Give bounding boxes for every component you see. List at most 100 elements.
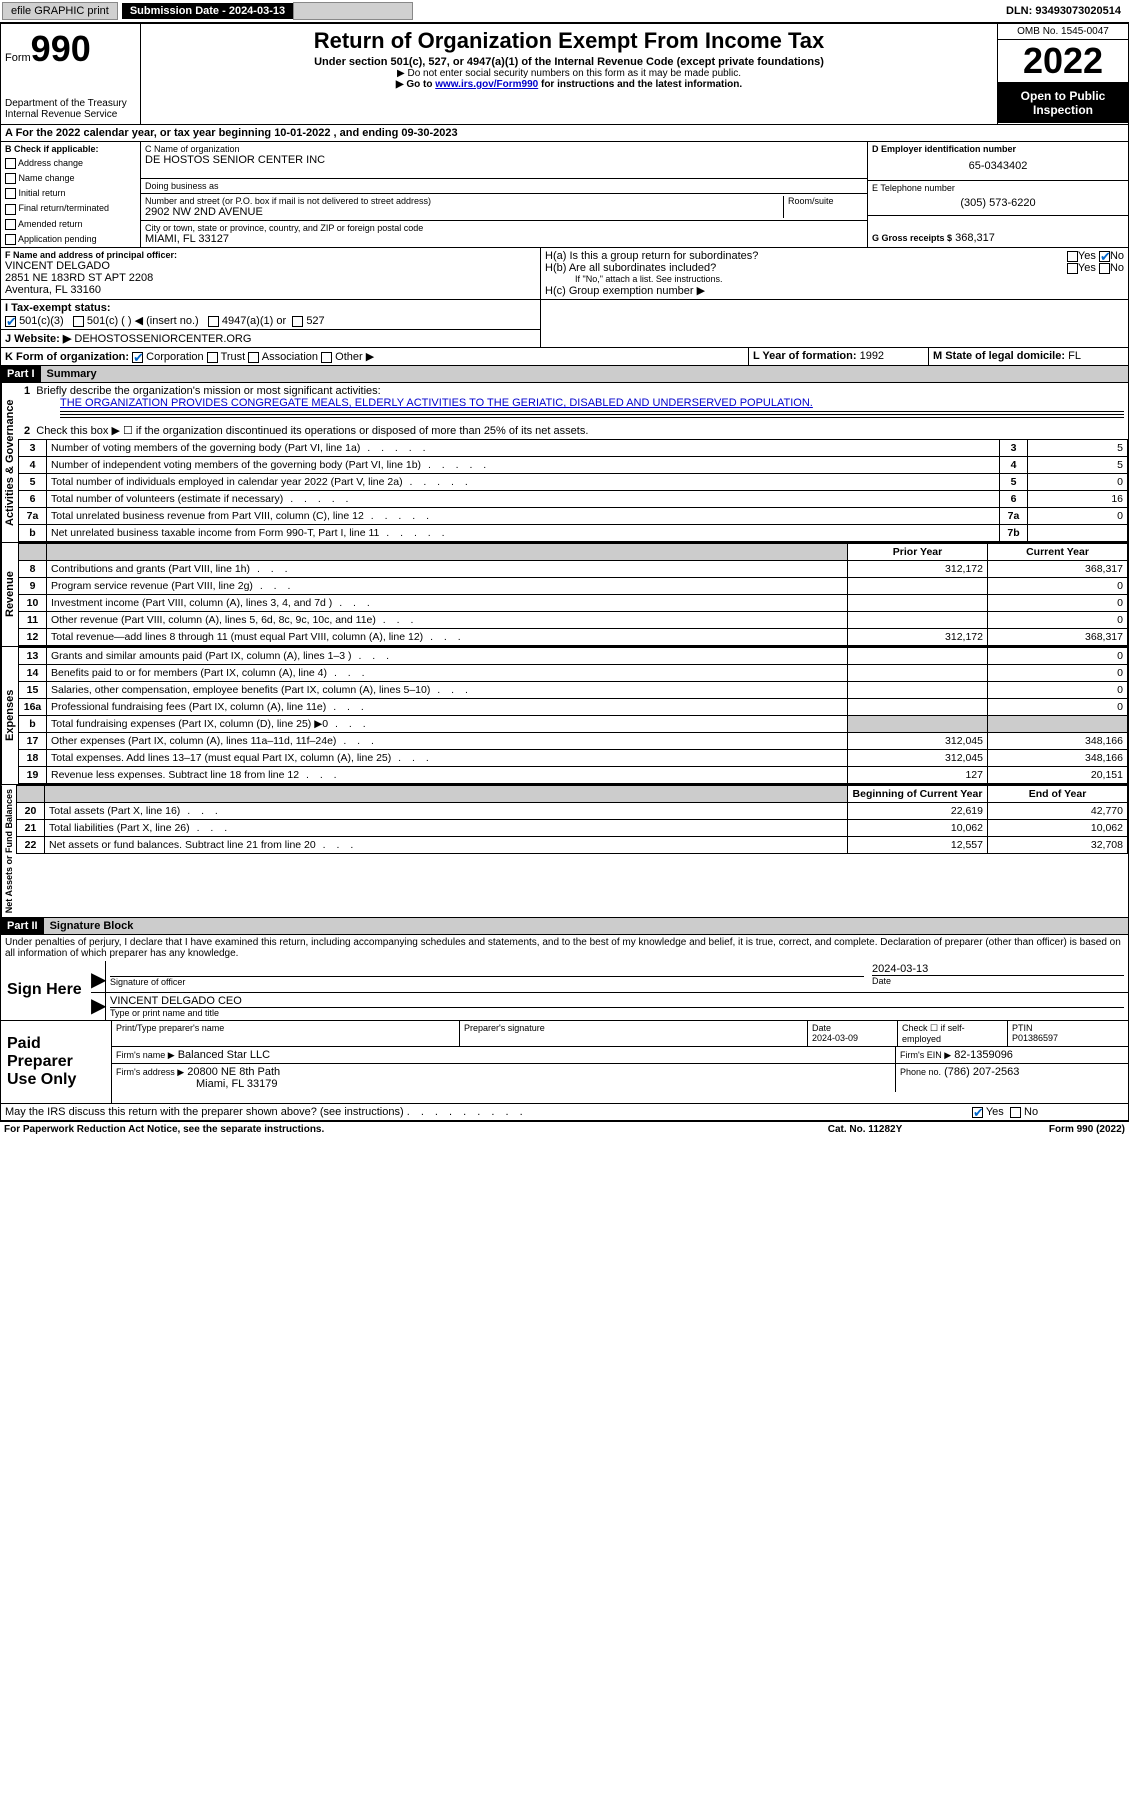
org-address: 2902 NW 2ND AVENUE <box>145 206 783 218</box>
firm-ein-label: Firm's EIN ▶ <box>900 1050 951 1060</box>
prep-date-label: Date <box>812 1023 893 1033</box>
vlabel-rev: Revenue <box>1 543 18 646</box>
prep-sig-label: Preparer's signature <box>460 1021 808 1046</box>
checkbox-other[interactable] <box>321 352 332 363</box>
year-formation: 1992 <box>860 350 884 362</box>
checkbox-name-change[interactable] <box>5 173 16 184</box>
firm-addr1: 20800 NE 8th Path <box>187 1066 280 1078</box>
officer-name: VINCENT DELGADO <box>5 260 536 272</box>
line-l-label: L Year of formation: <box>753 350 857 362</box>
paid-preparer-label: Paid Preparer Use Only <box>1 1021 111 1103</box>
prep-name-label: Print/Type preparer's name <box>112 1021 460 1046</box>
part2-header: Part II <box>1 918 44 934</box>
section-f-label: F Name and address of principal officer: <box>5 250 536 260</box>
checkbox-assoc[interactable] <box>248 352 259 363</box>
hc-label: H(c) Group exemption number ▶ <box>545 284 1124 297</box>
sign-arrow-icon-2: ▶ <box>91 993 105 1020</box>
gov-table: 3Number of voting members of the governi… <box>18 439 1128 542</box>
ein: 65-0343402 <box>872 154 1124 178</box>
declaration: Under penalties of perjury, I declare th… <box>0 935 1129 961</box>
sign-here-label: Sign Here <box>1 961 91 1020</box>
checkbox-hb-no[interactable] <box>1099 263 1110 274</box>
form-number: 990 <box>31 28 91 69</box>
sig-date-label: Date <box>872 975 1124 986</box>
q2: Check this box ▶ ☐ if the organization d… <box>36 425 588 437</box>
sig-date: 2024-03-13 <box>872 963 1124 975</box>
officer-addr1: 2851 NE 183RD ST APT 2208 <box>5 272 536 284</box>
line-m-label: M State of legal domicile: <box>933 350 1065 362</box>
section-e-label: E Telephone number <box>872 183 1124 193</box>
vlabel-gov: Activities & Governance <box>1 383 18 542</box>
omb-number: OMB No. 1545-0047 <box>998 24 1128 40</box>
checkbox-app-pending[interactable] <box>5 234 16 245</box>
checkbox-irs-no[interactable] <box>1010 1107 1021 1118</box>
line-k-label: K Form of organization: <box>5 351 129 363</box>
checkbox-ha-no[interactable] <box>1099 251 1110 262</box>
blank-button[interactable] <box>293 2 413 20</box>
efile-print-button[interactable]: efile GRAPHIC print <box>2 2 118 20</box>
checkbox-amended-return[interactable] <box>5 219 16 230</box>
checkbox-4947[interactable] <box>208 316 219 327</box>
q1-answer: THE ORGANIZATION PROVIDES CONGREGATE MEA… <box>60 397 813 409</box>
dln: DLN: 93493073020514 <box>1006 5 1127 17</box>
org-city: MIAMI, FL 33127 <box>145 233 863 245</box>
q1: Briefly describe the organization's miss… <box>36 385 380 397</box>
part2-title: Signature Block <box>44 918 1128 934</box>
dept-treasury: Department of the Treasury <box>5 98 136 109</box>
open-public-badge: Open to Public Inspection <box>998 83 1128 123</box>
phone: (305) 573-6220 <box>872 193 1124 213</box>
firm-phone: (786) 207-2563 <box>944 1066 1019 1078</box>
checkbox-irs-yes[interactable] <box>972 1107 983 1118</box>
tax-year: 2022 <box>998 40 1128 83</box>
exp-table: 13Grants and similar amounts paid (Part … <box>18 647 1128 784</box>
checkbox-hb-yes[interactable] <box>1067 263 1078 274</box>
check-self: Check ☐ if self-employed <box>898 1021 1008 1046</box>
irs-link[interactable]: www.irs.gov/Form990 <box>435 79 538 90</box>
officer-addr2: Aventura, FL 33160 <box>5 284 536 296</box>
top-bar: efile GRAPHIC print Submission Date - 20… <box>0 0 1129 23</box>
hb-label: H(b) Are all subordinates included? <box>545 262 1067 274</box>
checkbox-address-change[interactable] <box>5 158 16 169</box>
firm-addr-label: Firm's address ▶ <box>116 1067 184 1077</box>
checkbox-527[interactable] <box>292 316 303 327</box>
form-header: Form990 Department of the Treasury Inter… <box>0 23 1129 125</box>
line-a: A For the 2022 calendar year, or tax yea… <box>1 125 462 141</box>
firm-name: Balanced Star LLC <box>178 1049 270 1061</box>
submission-date: Submission Date - 2024-03-13 <box>122 3 293 19</box>
dba-label: Doing business as <box>145 181 863 191</box>
org-name: DE HOSTOS SENIOR CENTER INC <box>145 154 863 166</box>
part1-header: Part I <box>1 366 41 382</box>
city-label: City or town, state or province, country… <box>145 223 863 233</box>
section-c-label: C Name of organization <box>145 144 863 154</box>
sig-officer-label: Signature of officer <box>110 977 864 987</box>
line-i-label: I Tax-exempt status: <box>5 302 111 314</box>
checkbox-trust[interactable] <box>207 352 218 363</box>
checkbox-final-return[interactable] <box>5 204 16 215</box>
part1-title: Summary <box>41 366 1128 382</box>
firm-ein: 82-1359096 <box>954 1049 1013 1061</box>
form-title: Return of Organization Exempt From Incom… <box>149 28 989 54</box>
firm-addr2: Miami, FL 33179 <box>196 1078 278 1090</box>
firm-name-label: Firm's name ▶ <box>116 1050 175 1060</box>
sig-name: VINCENT DELGADO CEO <box>110 995 1124 1007</box>
checkbox-501c3[interactable] <box>5 316 16 327</box>
pra-notice: For Paperwork Reduction Act Notice, see … <box>4 1124 765 1135</box>
gross-receipts: 368,317 <box>955 232 995 244</box>
firm-phone-label: Phone no. <box>900 1067 941 1077</box>
net-table: Beginning of Current YearEnd of Year20To… <box>16 785 1128 854</box>
room-label: Room/suite <box>788 196 863 206</box>
vlabel-exp: Expenses <box>1 647 18 784</box>
ha-label: H(a) Is this a group return for subordin… <box>545 250 1067 262</box>
state-domicile: FL <box>1068 350 1081 362</box>
ptin: P01386597 <box>1012 1033 1124 1043</box>
vlabel-net: Net Assets or Fund Balances <box>1 785 16 917</box>
checkbox-corp[interactable] <box>132 352 143 363</box>
website: DEHOSTOSSENIORCENTER.ORG <box>74 333 251 345</box>
cat-no: Cat. No. 11282Y <box>765 1124 965 1135</box>
checkbox-501c[interactable] <box>73 316 84 327</box>
checkbox-initial-return[interactable] <box>5 188 16 199</box>
may-irs: May the IRS discuss this return with the… <box>5 1106 404 1118</box>
form-subtitle-3: ▶ Go to www.irs.gov/Form990 for instruct… <box>149 79 989 90</box>
prep-date: 2024-03-09 <box>812 1033 893 1043</box>
checkbox-ha-yes[interactable] <box>1067 251 1078 262</box>
